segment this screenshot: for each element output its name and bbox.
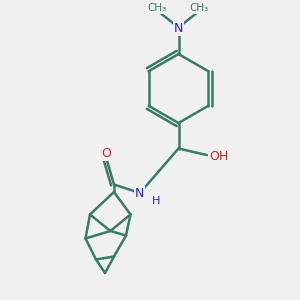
- Text: CH₃: CH₃: [148, 3, 167, 14]
- Text: OH: OH: [209, 150, 228, 163]
- Text: O: O: [102, 147, 111, 160]
- Text: N: N: [135, 187, 144, 200]
- Text: H: H: [152, 196, 160, 206]
- Text: N: N: [174, 22, 183, 35]
- Text: CH₃: CH₃: [190, 3, 209, 14]
